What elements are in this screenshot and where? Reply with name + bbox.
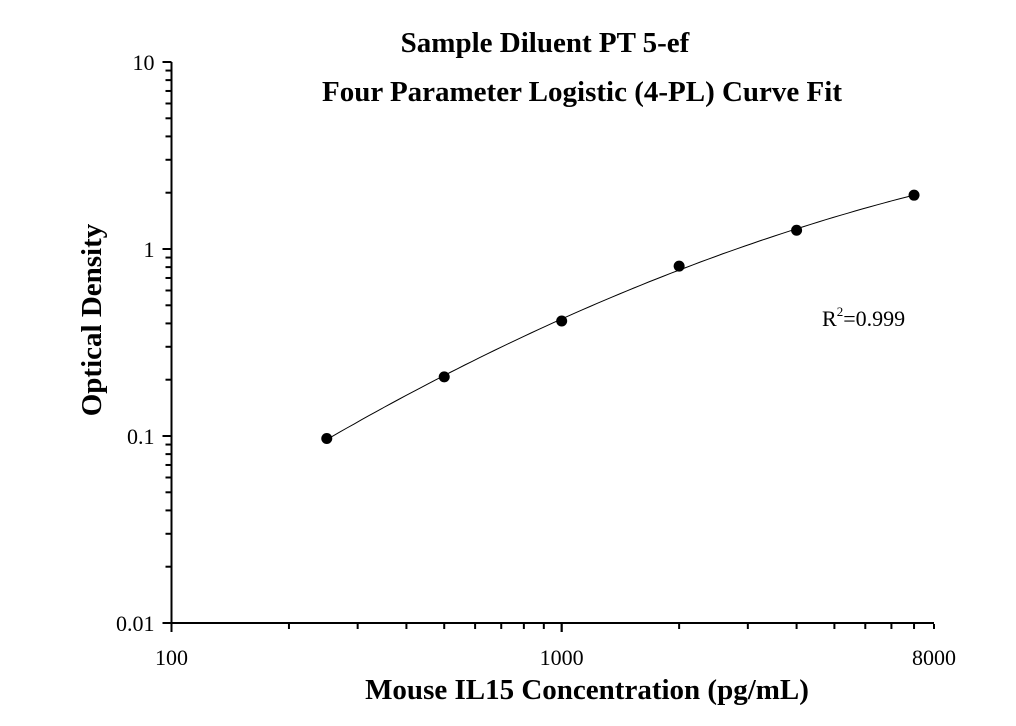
data-point (908, 189, 920, 201)
data-point (556, 315, 568, 327)
x-tick-label: 100 (155, 645, 188, 670)
r-squared-annotation: R2=0.999 (822, 304, 905, 331)
data-point (673, 260, 685, 272)
y-tick-label: 0.1 (127, 424, 155, 449)
chart-title-line1: Sample Diluent PT 5-ef (401, 27, 690, 59)
x-tick-label: 1000 (540, 645, 584, 670)
x-axis-label: Mouse IL15 Concentration (pg/mL) (365, 674, 809, 706)
data-point (791, 224, 803, 236)
y-tick-label: 0.01 (116, 611, 155, 636)
chart-title-line2: Four Parameter Logistic (4-PL) Curve Fit (322, 76, 842, 108)
fit-curve (324, 194, 915, 442)
x-tick-label: 8000 (912, 645, 956, 670)
y-tick-label: 10 (133, 50, 155, 75)
data-point (438, 371, 450, 383)
y-tick-label: 1 (144, 237, 155, 262)
data-points (321, 189, 920, 444)
data-point (321, 432, 333, 444)
axes: 100 1000 8000 0.01 0.1 1 10 (116, 50, 956, 670)
y-axis-label: Optical Density (76, 223, 108, 416)
